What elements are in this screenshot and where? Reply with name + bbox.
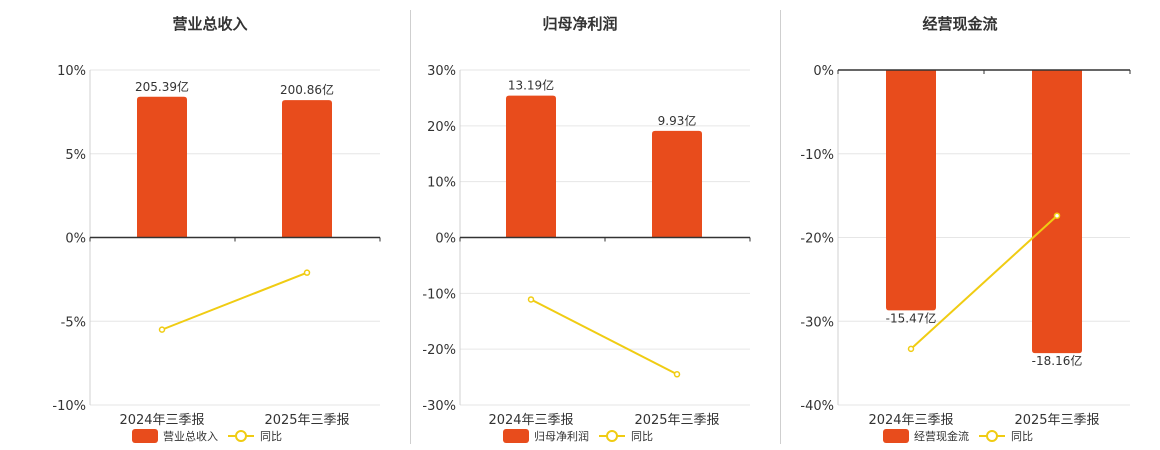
net-profit-chart: 归母净利润 30% 20% 10% 0% -10% -20% -30% 13.19亿 9.93亿 2… bbox=[422, 15, 751, 443]
y-tick-label: -20% bbox=[800, 232, 834, 247]
y-tick-label: 30% bbox=[427, 64, 456, 79]
bar bbox=[1032, 70, 1082, 354]
legend-bar-swatch bbox=[883, 429, 909, 443]
operating-cashflow-chart: 经营现金流 0% -10% -20% -30% -40% -15.47亿 -18.16亿 202… bbox=[800, 15, 1131, 443]
y-tick-label: 0% bbox=[65, 232, 86, 247]
yoy-point bbox=[673, 371, 681, 378]
bar bbox=[506, 95, 556, 238]
bar bbox=[886, 70, 936, 311]
bar bbox=[652, 130, 702, 238]
bar-value-label: 200.86亿 bbox=[280, 82, 334, 97]
y-tick-label: 10% bbox=[427, 176, 456, 191]
legend-line-marker bbox=[606, 430, 618, 442]
legend-bar-label: 营业总收入 bbox=[163, 429, 218, 443]
chart-title: 归母净利润 bbox=[542, 15, 617, 33]
bar-value-label: -15.47亿 bbox=[886, 310, 937, 325]
y-tick-label: -10% bbox=[800, 148, 834, 163]
revenue-chart: 营业总收入 10% 5% 0% -5% -10% 205.39亿 200.86亿 2024年三季… bbox=[52, 15, 381, 443]
yoy-line bbox=[910, 214, 1058, 350]
x-category-label: 2025年三季报 bbox=[1014, 413, 1099, 428]
legend-bar-label: 归母净利润 bbox=[534, 429, 589, 443]
x-category-label: 2025年三季报 bbox=[264, 413, 349, 428]
bar bbox=[137, 96, 187, 238]
bar-value-label: -18.16亿 bbox=[1032, 353, 1083, 368]
bar-value-label: 9.93亿 bbox=[658, 113, 697, 128]
legend-bar-swatch bbox=[132, 429, 158, 443]
x-category-label: 2024年三季报 bbox=[868, 413, 953, 428]
x-category-label: 2024年三季报 bbox=[488, 413, 573, 428]
legend-line-marker bbox=[235, 430, 247, 442]
y-tick-label: 0% bbox=[813, 64, 834, 79]
chart-title: 经营现金流 bbox=[922, 15, 997, 33]
legend-line-label: 同比 bbox=[1011, 430, 1033, 443]
y-tick-label: -20% bbox=[422, 343, 456, 358]
yoy-line bbox=[530, 298, 678, 376]
y-tick-label: -10% bbox=[52, 399, 86, 414]
y-tick-label: 10% bbox=[57, 64, 86, 79]
y-tick-label: -30% bbox=[422, 399, 456, 414]
y-tick-label: -40% bbox=[800, 399, 834, 414]
bar bbox=[282, 100, 332, 238]
x-category-label: 2025年三季报 bbox=[634, 413, 719, 428]
y-tick-label: 20% bbox=[427, 120, 456, 135]
yoy-point bbox=[527, 296, 535, 303]
y-tick-label: -10% bbox=[422, 287, 456, 302]
y-tick-label: -30% bbox=[800, 315, 834, 330]
legend-bar-swatch bbox=[503, 429, 529, 443]
yoy-point bbox=[303, 269, 311, 276]
yoy-point bbox=[907, 345, 915, 353]
panel-divider bbox=[780, 10, 781, 444]
bar-value-label: 205.39亿 bbox=[135, 79, 189, 94]
yoy-point bbox=[158, 326, 166, 333]
legend-line-label: 同比 bbox=[631, 430, 653, 443]
y-tick-label: 0% bbox=[435, 232, 456, 247]
yoy-line bbox=[161, 271, 308, 331]
yoy-point bbox=[1053, 212, 1061, 219]
y-tick-label: -5% bbox=[61, 315, 86, 330]
legend-bar-label: 经营现金流 bbox=[914, 429, 969, 443]
legend-line-marker bbox=[986, 430, 998, 442]
bar-value-label: 13.19亿 bbox=[508, 78, 554, 93]
legend-line-label: 同比 bbox=[260, 430, 282, 443]
panel-divider bbox=[410, 10, 411, 444]
chart-title: 营业总收入 bbox=[172, 15, 247, 33]
y-tick-label: 5% bbox=[65, 148, 86, 163]
x-category-label: 2024年三季报 bbox=[119, 413, 204, 428]
